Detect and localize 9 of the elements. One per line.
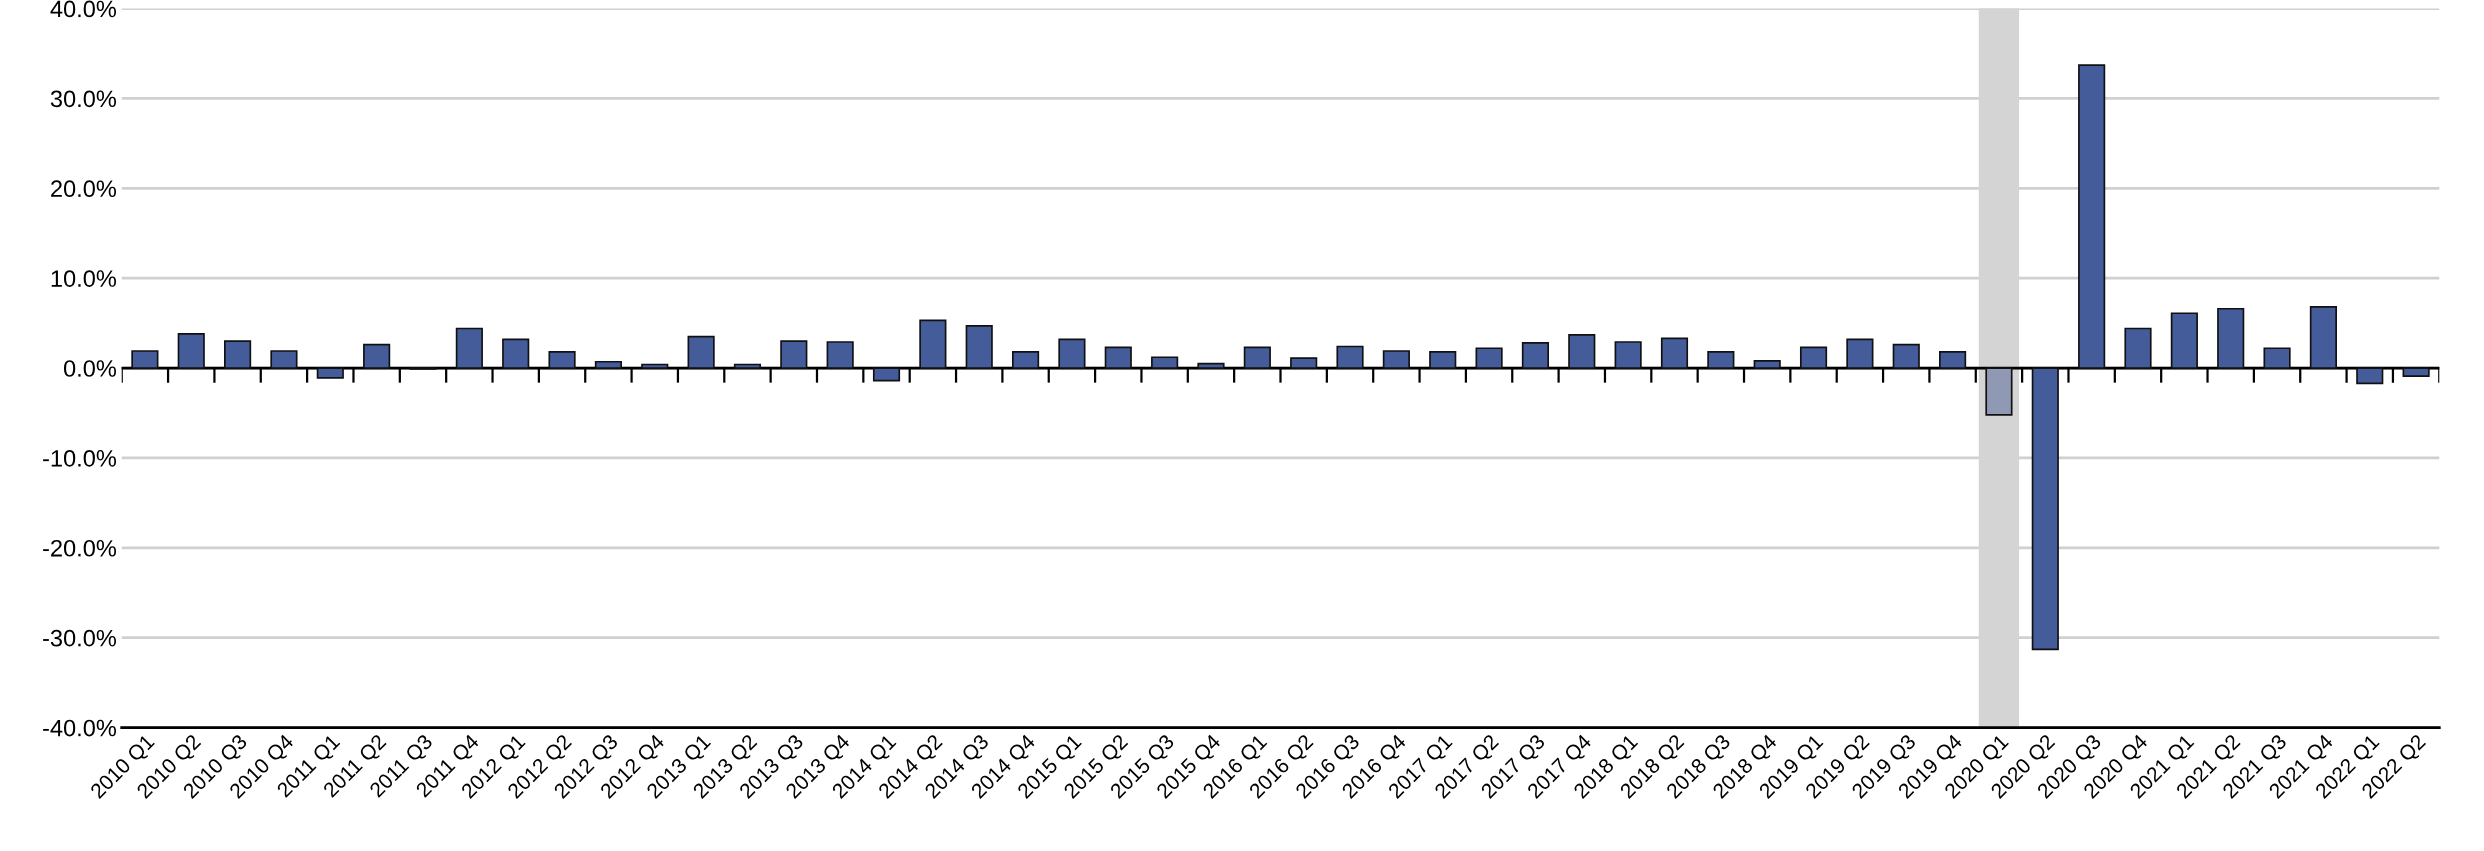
y-tick-label: 20.0% (51, 180, 117, 198)
y-tick-label: 0.0% (63, 360, 117, 377)
y-tick-label: -40.0% (43, 719, 117, 737)
y-tick-label: -20.0% (43, 539, 117, 557)
y-tick-label: 10.0% (51, 270, 117, 287)
y-tick-label: 40.0% (50, 0, 117, 18)
y-tick-label: 30.0% (50, 90, 117, 108)
y-tick-label: -10.0% (43, 450, 117, 467)
y-tick-label: -30.0% (43, 629, 117, 647)
